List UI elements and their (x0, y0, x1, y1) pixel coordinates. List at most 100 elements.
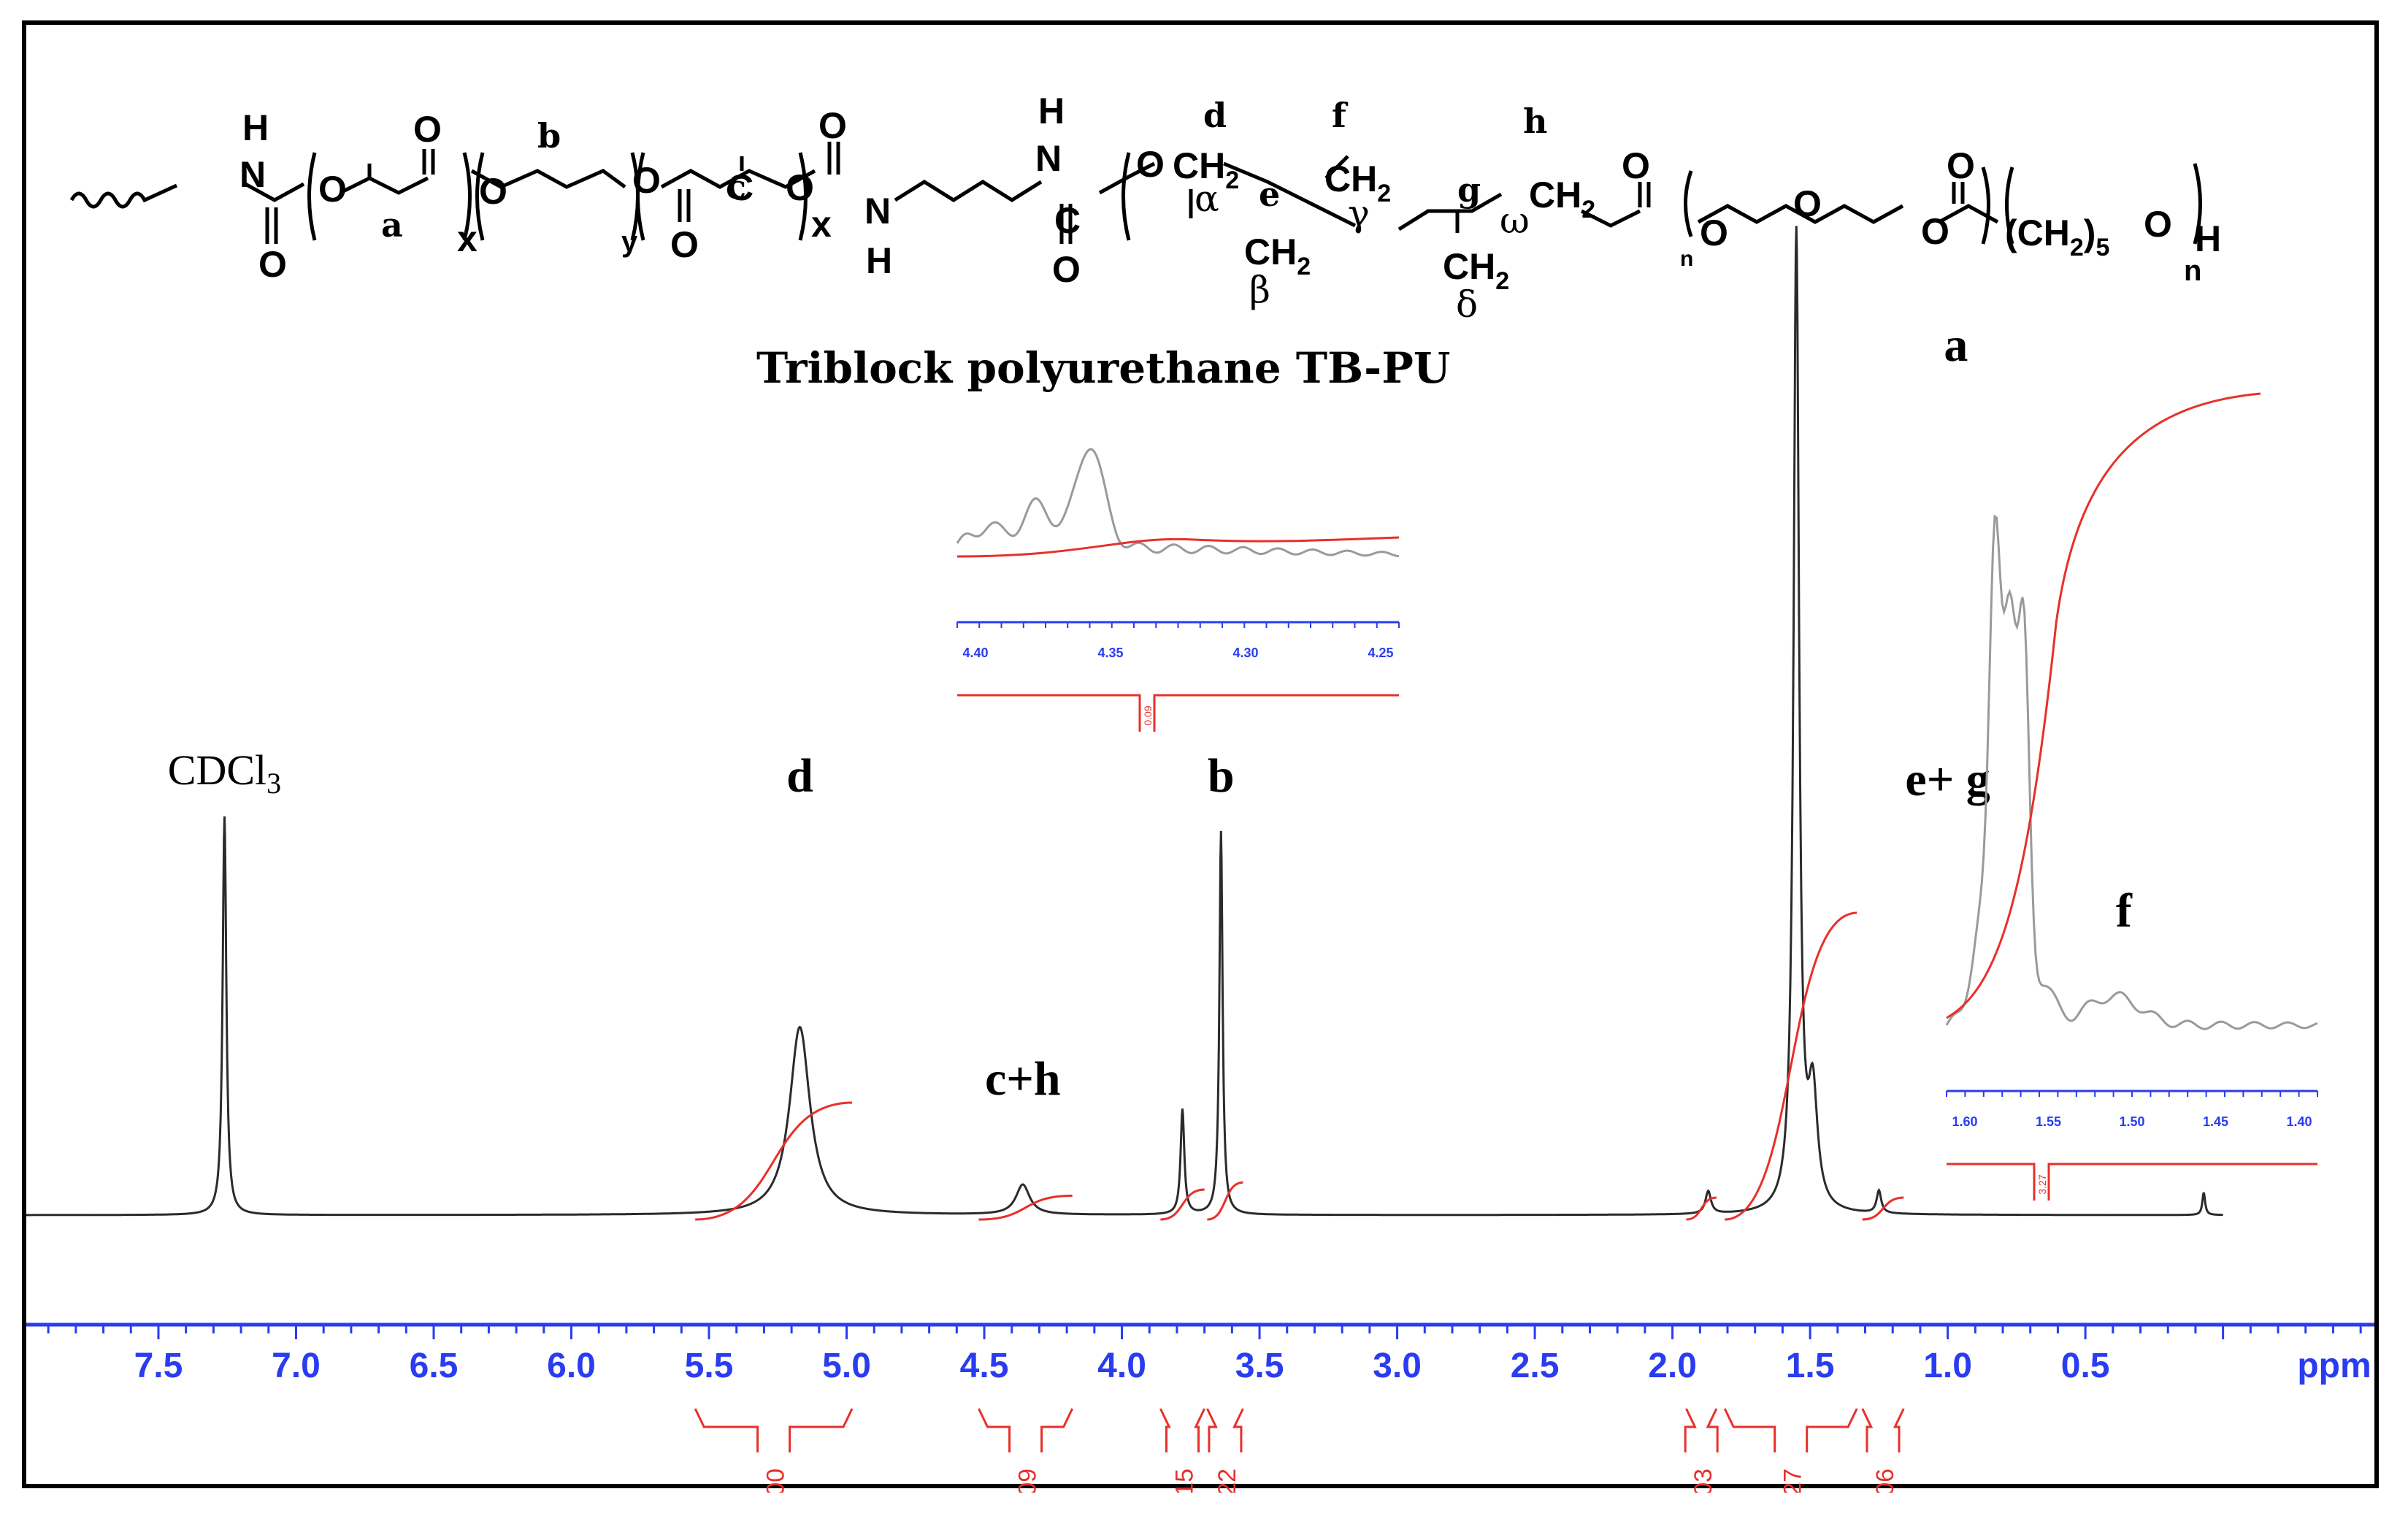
ch2-gamma: CH2 (1324, 158, 1391, 207)
x-tick-label: 6.0 (547, 1347, 596, 1385)
atom-n-3: N (1035, 138, 1062, 179)
inset-1: 1.60 1.55 1.50 1.45 1.40 3.27 (1945, 392, 2318, 1201)
backbone-3 (660, 169, 816, 189)
inset-tick-label: 4.35 (1097, 646, 1123, 660)
peak-label: f (2116, 884, 2133, 938)
x-tick-label: 5.0 (822, 1347, 871, 1385)
integral-bracket-4 (1684, 1408, 1719, 1452)
atom-n-1: N (239, 154, 266, 195)
carbonyl-6 (1638, 182, 1651, 207)
x-tick-label: 1.0 (1923, 1347, 1972, 1385)
integral-bracket-2 (1159, 1408, 1206, 1452)
repeat-x-1: x (457, 218, 478, 259)
inset-tick-label: 4.30 (1232, 646, 1258, 660)
integral-curve-2 (1160, 1188, 1205, 1221)
repeat-y: y (621, 226, 638, 258)
integral-value: 0.03 (1690, 1469, 1717, 1493)
atom-c-2: C (1054, 200, 1081, 241)
label-delta: δ (1456, 283, 1478, 326)
atom-o-6: O (670, 224, 699, 265)
integral-curve-0 (695, 1101, 853, 1221)
atom-o-9: O (1052, 249, 1081, 290)
label-b: b (537, 116, 561, 156)
inset-tick-label: 4.25 (1368, 646, 1393, 660)
inset-integral-value: 0.09 (1142, 705, 1154, 725)
inset-trace (1945, 514, 2318, 1030)
backbone-6 (1397, 192, 1641, 231)
atom-o-13: O (1793, 183, 1822, 224)
x-tick-label: 3.5 (1235, 1347, 1284, 1385)
inset-tick-label: 1.50 (2119, 1114, 2144, 1129)
carbonyl-2 (422, 149, 435, 175)
integral-bracket-0 (694, 1408, 854, 1452)
sub-n-2: n (2184, 255, 2201, 287)
integral-value: 0.15 (1170, 1469, 1198, 1493)
x-tick-label: 5.5 (685, 1347, 734, 1385)
label-a: a (381, 205, 403, 245)
integral-bracket-6 (1861, 1408, 1905, 1452)
atom-o-5: O (632, 160, 661, 201)
inset-tick-label: 1.55 (2036, 1114, 2061, 1129)
atom-o-11: O (1622, 145, 1650, 186)
atom-o-16: O (2144, 204, 2172, 245)
backbone-7 (1697, 204, 1904, 224)
bracket-3 (636, 152, 808, 241)
peak-label: e+ g (1905, 753, 1990, 806)
atom-n-2: N (864, 191, 891, 231)
inset-trace (956, 448, 1400, 558)
integral-curve-1 (978, 1194, 1073, 1221)
atom-h-end: H (2195, 218, 2221, 259)
integral-bracket-3 (1206, 1408, 1244, 1452)
integral-curve-3 (1207, 1181, 1243, 1221)
carbonyl-5 (1059, 204, 1073, 244)
label-e: e (1259, 175, 1280, 214)
peak-label: d (786, 749, 813, 803)
atom-o-4: O (479, 171, 507, 212)
x-tick-label: 0.5 (2061, 1347, 2110, 1385)
backbone-4 (894, 180, 1043, 202)
atom-o-7: O (786, 167, 814, 208)
ch2-beta: CH2 (1244, 231, 1311, 280)
inset-tick-label: 1.40 (2286, 1114, 2312, 1129)
backbone-1 (244, 176, 429, 202)
x-tick-label: ppm (2297, 1347, 2371, 1385)
inset-bracket (957, 694, 1399, 732)
x-tick-label: 7.0 (272, 1347, 321, 1385)
integral-value: 0.06 (1871, 1469, 1899, 1493)
bracket-1 (307, 152, 472, 241)
sub-n-1: n (1680, 247, 1693, 271)
peak-label: c+h (985, 1052, 1061, 1106)
atom-h-1: H (242, 107, 269, 148)
integral-curve-6 (1862, 1196, 1904, 1221)
atom-h-2: H (866, 240, 892, 281)
integral-curve-4 (1686, 1196, 1717, 1221)
peak-label: b (1208, 749, 1235, 803)
structure-caption: Triblock polyurethane TB-PU (756, 343, 1450, 393)
inset-integral-curve (1946, 392, 2261, 1019)
x-tick-label: 6.5 (410, 1347, 459, 1385)
label-g: g (1457, 170, 1481, 210)
inset-bracket (1947, 1163, 2317, 1201)
ch2-delta: CH2 (1443, 246, 1509, 295)
x-tick-label: 7.5 (134, 1347, 183, 1385)
label-c: c (726, 167, 746, 207)
backbone-2 (470, 169, 626, 189)
insets: 4.40 4.35 4.30 4.25 0.09 1.60 1.55 1.50 1.45 1.40… (956, 392, 2318, 1201)
atom-o-1: O (258, 244, 287, 285)
label-gamma: γ (1348, 192, 1370, 234)
integral-value: 0.09 (1014, 1469, 1042, 1493)
atom-o-2: O (318, 169, 347, 210)
x-tick-label: 4.5 (960, 1347, 1009, 1385)
integral-bracket-1 (978, 1408, 1074, 1452)
inset-tick-label: 4.40 (962, 646, 988, 660)
carbonyl-7 (1952, 182, 1965, 204)
main-plot: 7.5 7.0 6.5 6.0 5.5 5.0 4.5 4.0 3.5 3.0 2.5 2.0 1.5 1… (26, 226, 2374, 1493)
integral-value: 3.27 (1779, 1469, 1807, 1493)
integral-bracket-5 (1723, 1408, 1858, 1452)
nmr-figure: H N O O O O O O C O O N H H N C O O CH2 … (26, 91, 2374, 1493)
label-omega: ω (1500, 199, 1530, 242)
carbonyl-1 (265, 207, 278, 244)
label-d: d (1203, 96, 1227, 135)
label-h: h (1523, 102, 1547, 141)
atom-o-15: O (1947, 145, 1975, 186)
